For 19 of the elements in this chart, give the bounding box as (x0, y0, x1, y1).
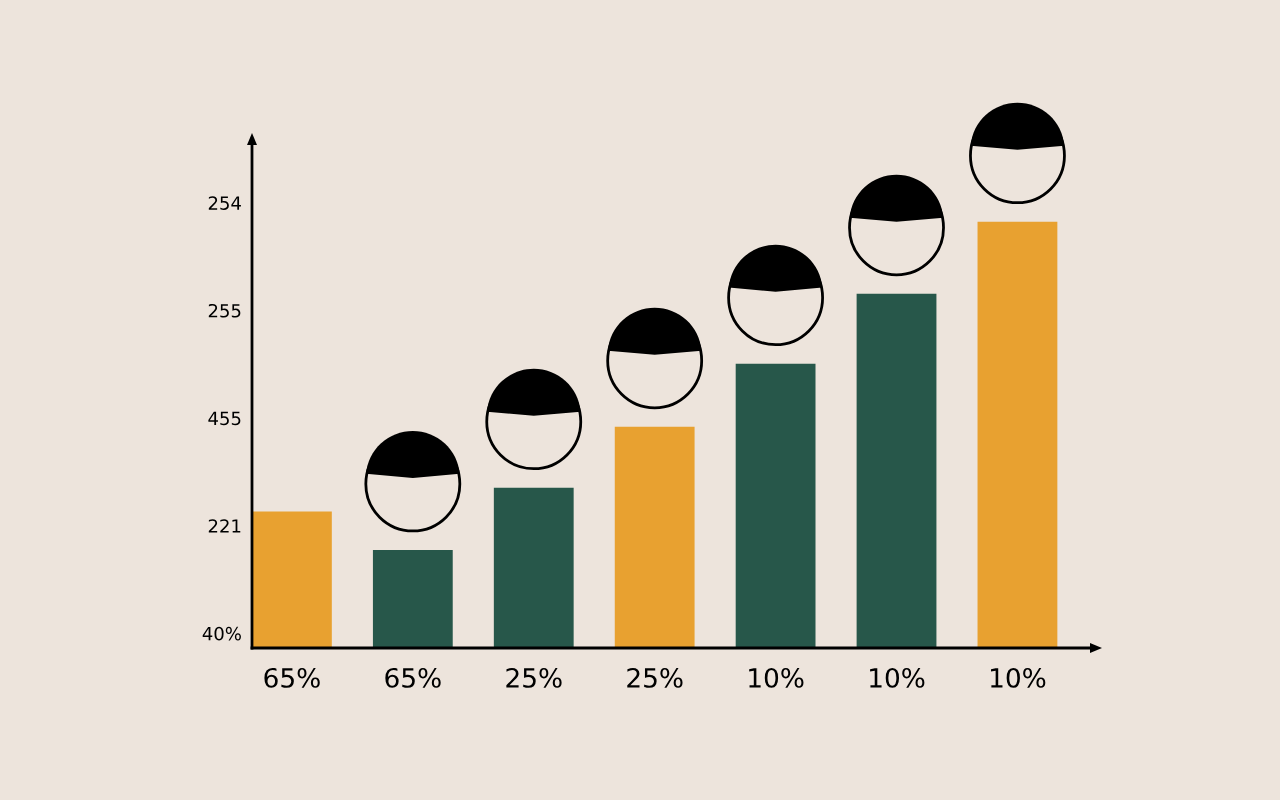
bar (493, 487, 574, 648)
x-tick-label: 10% (870, 667, 925, 688)
bar (372, 549, 453, 648)
text: 40% (202, 626, 241, 641)
bar (735, 363, 816, 648)
x-tick-label: 10% (749, 667, 804, 688)
bar (614, 426, 695, 648)
text: 221 (208, 519, 241, 533)
bar (856, 293, 937, 648)
x-tick-label: 25% (506, 667, 562, 688)
bar (977, 221, 1058, 648)
x-tick-label: 25% (627, 667, 683, 688)
x-tick-label: 10% (991, 667, 1046, 688)
text: 254 (208, 196, 241, 210)
text: 255 (208, 303, 241, 318)
x-tick-label: 65% (385, 667, 441, 688)
text: 455 (208, 411, 241, 426)
bar (252, 511, 332, 648)
x-tick-label: 65% (264, 667, 320, 688)
